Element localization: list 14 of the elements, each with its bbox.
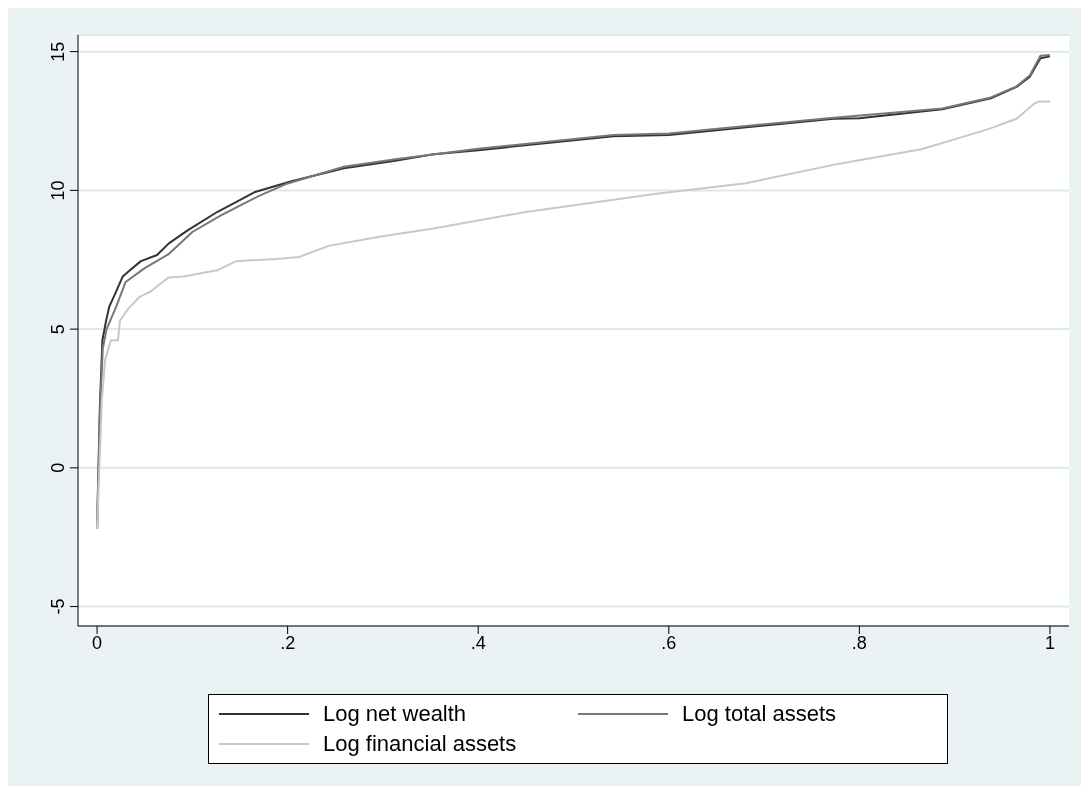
legend-label: Log financial assets [323,731,517,757]
y-tick-label: 10 [48,180,68,201]
y-tick-label: 15 [48,41,68,62]
legend-label: Log total assets [682,701,837,727]
y-tick-label: 0 [48,462,68,473]
y-tick-label: -5 [48,598,68,615]
y-tick-label: 5 [48,324,68,335]
x-tick-label: .2 [280,632,296,653]
x-tick-label: .4 [470,632,486,653]
legend-label: Log net wealth [323,701,467,727]
x-tick-label: .8 [851,632,867,653]
x-tick-label: 1 [1044,632,1055,653]
x-tick-label: .6 [661,632,677,653]
x-tick-label: 0 [92,632,103,653]
